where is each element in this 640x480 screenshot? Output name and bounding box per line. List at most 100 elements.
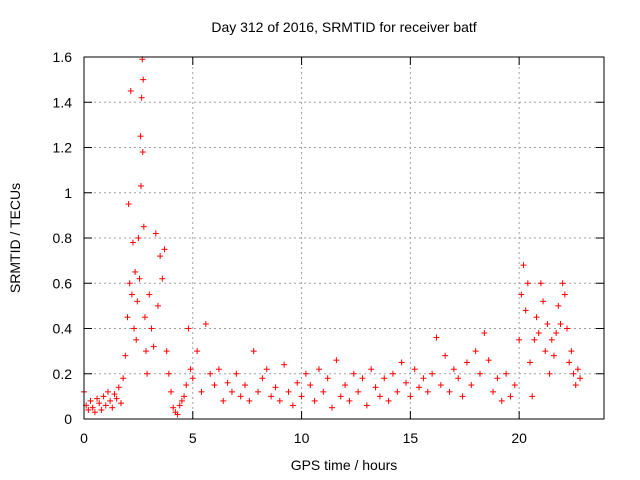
data-point — [94, 395, 101, 402]
data-point — [535, 330, 542, 337]
data-point — [424, 388, 431, 395]
data-point — [429, 370, 436, 377]
data-point — [372, 384, 379, 391]
x-axis-label: GPS time / hours — [291, 457, 398, 473]
data-points-layer — [81, 56, 584, 418]
x-tick-label: 0 — [80, 430, 88, 446]
data-point — [91, 409, 98, 416]
grid-layer — [84, 57, 604, 419]
data-point — [346, 397, 353, 404]
data-point — [100, 393, 107, 400]
data-point — [161, 246, 168, 253]
data-point — [311, 397, 318, 404]
data-point — [194, 348, 201, 355]
data-point — [207, 370, 214, 377]
y-tick-label: 1.6 — [53, 49, 73, 65]
data-point — [564, 325, 571, 332]
data-point — [376, 393, 383, 400]
data-point — [98, 406, 105, 413]
data-point — [202, 320, 209, 327]
data-point — [131, 325, 138, 332]
data-point — [183, 382, 190, 389]
data-point — [89, 404, 96, 411]
data-point — [126, 280, 133, 287]
data-point — [136, 275, 143, 282]
data-point — [398, 359, 405, 366]
data-point — [507, 393, 514, 400]
data-point — [485, 357, 492, 364]
data-point — [294, 379, 301, 386]
data-point — [527, 359, 534, 366]
data-point — [320, 388, 327, 395]
chart-title: Day 312 of 2016, SRMTID for receiver bat… — [211, 19, 476, 35]
data-point — [520, 262, 527, 269]
data-point — [109, 404, 116, 411]
data-point — [394, 388, 401, 395]
data-point — [85, 406, 92, 413]
data-point — [531, 336, 538, 343]
data-point — [542, 348, 549, 355]
y-tick-label: 1.2 — [53, 140, 73, 156]
data-point — [157, 253, 164, 260]
y-tick-label: 0 — [64, 411, 72, 427]
y-tick-label: 1.4 — [53, 94, 73, 110]
data-point — [135, 235, 142, 241]
data-point — [568, 348, 575, 355]
data-point — [363, 402, 370, 409]
data-point — [540, 298, 547, 305]
data-point — [187, 366, 194, 373]
data-point — [533, 314, 540, 321]
x-tick-label: 15 — [403, 430, 419, 446]
data-point — [490, 388, 497, 395]
data-point — [152, 230, 159, 237]
data-point — [163, 348, 170, 355]
data-point — [154, 302, 161, 309]
data-point — [220, 397, 227, 404]
data-point — [111, 391, 118, 398]
data-point — [168, 388, 175, 395]
data-point — [124, 314, 131, 321]
data-point — [577, 375, 584, 382]
data-point — [516, 336, 523, 343]
data-point — [115, 384, 122, 391]
data-point — [281, 361, 288, 368]
y-tick-label: 0.6 — [53, 275, 73, 291]
data-point — [359, 375, 366, 382]
data-point — [224, 379, 231, 386]
data-point — [559, 280, 566, 287]
data-point — [237, 393, 244, 400]
data-point — [138, 94, 145, 101]
data-point — [132, 268, 139, 275]
data-point — [572, 382, 579, 389]
y-tick-label: 0.4 — [53, 321, 73, 337]
data-point — [174, 411, 181, 418]
data-point — [368, 366, 375, 373]
data-point — [472, 348, 479, 355]
data-point — [442, 352, 449, 359]
data-point — [446, 388, 453, 395]
data-point — [498, 397, 505, 404]
data-point — [548, 336, 555, 343]
data-point — [342, 382, 349, 389]
data-point — [122, 352, 129, 359]
data-point — [389, 370, 396, 377]
data-point — [324, 375, 331, 382]
data-point — [181, 393, 188, 400]
data-point — [289, 402, 296, 409]
data-point — [134, 298, 141, 305]
data-point — [459, 393, 466, 400]
data-point — [420, 375, 427, 382]
data-point — [178, 397, 185, 404]
data-point — [553, 330, 560, 337]
data-point — [263, 366, 270, 373]
data-point — [140, 76, 147, 83]
data-point — [143, 348, 150, 355]
data-point — [555, 302, 562, 309]
data-point — [140, 223, 147, 230]
data-point — [529, 393, 536, 400]
data-point — [518, 291, 525, 298]
data-point — [215, 366, 222, 373]
data-point — [333, 357, 340, 364]
x-tick-label: 20 — [511, 430, 527, 446]
